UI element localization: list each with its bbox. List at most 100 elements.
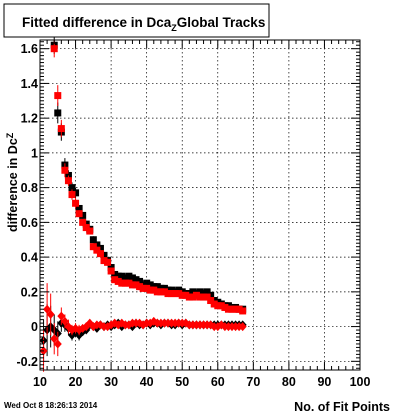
data-point — [89, 243, 97, 251]
data-point — [203, 293, 211, 301]
data-point — [132, 281, 140, 289]
y-tick-label: 0.8 — [21, 181, 38, 195]
data-point — [175, 290, 183, 298]
data-point — [75, 204, 83, 212]
data-point — [121, 274, 129, 282]
y-tick-label: 0.4 — [21, 251, 38, 265]
data-point — [192, 291, 200, 299]
data-point — [82, 224, 90, 232]
x-tick-label: 70 — [246, 375, 260, 389]
data-point — [207, 297, 215, 305]
data-point — [125, 279, 133, 287]
data-point — [214, 302, 222, 310]
data-point — [143, 284, 151, 292]
data-point — [168, 290, 176, 298]
data-point — [210, 300, 218, 308]
data-point — [79, 218, 87, 226]
data-point — [132, 276, 140, 284]
data-point — [189, 293, 197, 301]
data-point — [200, 293, 208, 301]
data-point — [68, 191, 76, 199]
data-point — [111, 270, 119, 278]
x-tick-label: 40 — [140, 375, 154, 389]
data-point — [118, 272, 126, 280]
plot-area — [40, 40, 360, 370]
y-tick-label: 0 — [31, 320, 38, 334]
data-point — [121, 279, 129, 287]
data-point — [72, 189, 80, 197]
data-point — [238, 322, 247, 332]
data-point — [146, 281, 154, 289]
data-point — [196, 288, 204, 296]
y-axis-label: difference in DcZ — [5, 132, 20, 232]
data-point — [46, 309, 55, 319]
data-point — [100, 251, 108, 259]
y-tick-label: 1.6 — [21, 42, 38, 56]
x-tick-label: 90 — [317, 375, 331, 389]
y-tick-label: 1.4 — [21, 77, 38, 91]
y-tick-label: 1.2 — [21, 112, 38, 126]
data-point — [178, 291, 186, 299]
data-point — [139, 284, 147, 292]
data-point — [189, 288, 197, 296]
data-point — [53, 339, 62, 349]
data-point — [221, 303, 229, 311]
data-point — [146, 286, 154, 294]
data-point — [136, 277, 144, 285]
data-point — [64, 177, 72, 185]
data-point — [93, 241, 101, 249]
y-tick-label: 0.2 — [21, 285, 38, 299]
x-tick-label: 20 — [69, 375, 83, 389]
data-point — [50, 45, 58, 53]
data-point — [128, 281, 136, 289]
x-tick-label: 10 — [33, 375, 47, 389]
data-point — [125, 272, 133, 280]
y-tick-label: -0.2 — [16, 355, 38, 369]
data-point — [153, 283, 161, 291]
data-point — [217, 302, 225, 310]
x-tick-label: 100 — [350, 375, 371, 389]
series-1 — [50, 40, 247, 315]
data-point — [118, 279, 126, 287]
data-point — [182, 291, 190, 299]
data-point — [79, 211, 87, 219]
data-point — [185, 293, 193, 301]
data-point — [136, 283, 144, 291]
data-point — [50, 334, 59, 344]
data-point — [60, 316, 69, 326]
x-tick-label: 80 — [282, 375, 296, 389]
timestamp: Wed Oct 8 18:26:13 2014 — [4, 401, 98, 410]
data-point — [96, 250, 104, 258]
y-tick-label: 1 — [31, 146, 38, 160]
data-point — [128, 274, 136, 282]
data-point — [114, 277, 122, 285]
data-point — [235, 305, 243, 313]
data-point — [96, 244, 104, 252]
data-point — [160, 288, 168, 296]
x-axis-label: No. of Fit Points — [294, 400, 390, 414]
data-point — [239, 307, 247, 315]
data-point — [224, 305, 232, 313]
data-point — [153, 288, 161, 296]
data-point — [207, 291, 215, 299]
data-point — [228, 305, 236, 313]
data-point — [57, 311, 66, 321]
data-point — [54, 92, 62, 100]
data-point — [93, 246, 101, 254]
data-point — [61, 166, 69, 174]
data-point — [150, 286, 158, 294]
data-point — [171, 290, 179, 298]
data-point — [89, 236, 97, 244]
data-point — [196, 293, 204, 301]
chart-title: Fitted difference in DcaZGlobal Tracks — [22, 15, 265, 33]
data-point — [72, 199, 80, 207]
data-point — [43, 304, 52, 314]
data-point — [107, 267, 115, 275]
title-box — [3, 3, 270, 38]
data-point — [75, 210, 83, 218]
data-point — [203, 288, 211, 296]
data-point — [100, 257, 108, 265]
x-tick-label: 30 — [104, 375, 118, 389]
